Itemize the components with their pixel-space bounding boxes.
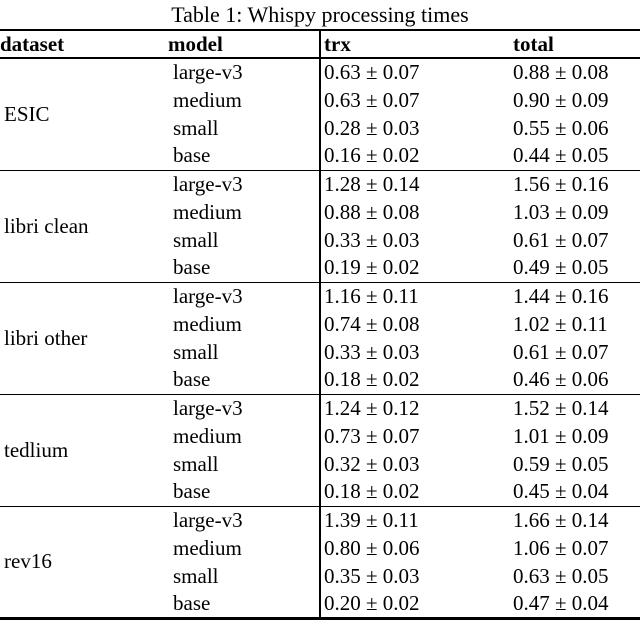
model-cell: medium bbox=[173, 311, 242, 336]
table-caption: Table 1: Whispy processing times bbox=[171, 2, 469, 27]
dataset-group-libri-clean: libri clean large-v3 1.28 ± 0.14 1.56 ± … bbox=[0, 170, 640, 282]
trx-cell: 0.20 ± 0.02 bbox=[319, 590, 510, 618]
table-row: small 0.28 ± 0.03 0.55 ± 0.06 bbox=[0, 114, 640, 142]
table-row: medium 0.74 ± 0.08 1.02 ± 0.11 bbox=[0, 310, 640, 338]
total-cell: 1.02 ± 0.11 bbox=[513, 311, 608, 336]
total-cell: 1.03 ± 0.09 bbox=[513, 199, 609, 224]
total-cell: 0.61 ± 0.07 bbox=[513, 339, 609, 364]
table-row: tedlium large-v3 1.24 ± 0.12 1.52 ± 0.14 bbox=[0, 394, 640, 462]
total-cell: 1.06 ± 0.07 bbox=[513, 535, 609, 560]
model-cell: large-v3 bbox=[173, 395, 243, 420]
header-row: dataset model trx total bbox=[0, 29, 640, 59]
dataset-group-rev16: rev16 large-v3 1.39 ± 0.11 1.66 ± 0.14 m… bbox=[0, 506, 640, 618]
model-cell: large-v3 bbox=[173, 507, 243, 532]
processing-times-table: dataset model trx total ESIC large-v3 0.… bbox=[0, 29, 640, 620]
total-cell: 1.01 ± 0.09 bbox=[513, 423, 609, 448]
trx-cell: 0.80 ± 0.06 bbox=[319, 534, 510, 562]
trx-cell: 0.63 ± 0.07 bbox=[319, 58, 510, 86]
total-cell: 0.45 ± 0.04 bbox=[513, 479, 609, 504]
trx-cell: 0.35 ± 0.03 bbox=[319, 562, 510, 590]
table-row: rev16 large-v3 1.39 ± 0.11 1.66 ± 0.14 bbox=[0, 506, 640, 573]
table-row: small 0.35 ± 0.03 0.63 ± 0.05 bbox=[0, 562, 640, 590]
trx-cell: 0.88 ± 0.08 bbox=[319, 198, 510, 226]
model-cell: small bbox=[173, 227, 219, 252]
table-row: base 0.20 ± 0.02 0.47 ± 0.04 bbox=[0, 590, 640, 618]
total-cell: 0.46 ± 0.06 bbox=[513, 367, 609, 392]
trx-cell: 0.16 ± 0.02 bbox=[319, 142, 510, 170]
trx-cell: 1.28 ± 0.14 bbox=[319, 170, 510, 198]
table-row: base 0.19 ± 0.02 0.49 ± 0.05 bbox=[0, 254, 640, 282]
total-cell: 1.66 ± 0.14 bbox=[513, 507, 609, 532]
table-row: libri other large-v3 1.16 ± 0.11 1.44 ± … bbox=[0, 282, 640, 350]
total-cell: 1.56 ± 0.16 bbox=[513, 171, 609, 196]
dataset-cell: tedlium bbox=[4, 437, 69, 462]
model-cell: medium bbox=[173, 199, 242, 224]
table-row: medium 0.88 ± 0.08 1.03 ± 0.09 bbox=[0, 198, 640, 226]
model-cell: medium bbox=[173, 87, 242, 112]
trx-cell: 0.63 ± 0.07 bbox=[319, 86, 510, 114]
dataset-cell: libri clean bbox=[4, 213, 89, 238]
model-cell: small bbox=[173, 451, 219, 476]
total-cell: 0.49 ± 0.05 bbox=[513, 255, 609, 280]
col-header-trx: trx bbox=[319, 29, 510, 59]
model-cell: base bbox=[173, 590, 211, 615]
dataset-cell: ESIC bbox=[4, 101, 50, 126]
trx-cell: 1.16 ± 0.11 bbox=[319, 282, 510, 310]
table-header: dataset model trx total bbox=[0, 29, 640, 59]
model-cell: small bbox=[173, 563, 219, 588]
dataset-cell: libri other bbox=[4, 325, 88, 350]
trx-cell: 0.33 ± 0.03 bbox=[319, 226, 510, 254]
total-cell: 0.47 ± 0.04 bbox=[513, 590, 609, 615]
total-cell: 0.63 ± 0.05 bbox=[513, 563, 609, 588]
col-header-total: total bbox=[510, 29, 640, 59]
total-cell: 0.88 ± 0.08 bbox=[513, 60, 609, 84]
dataset-group-esic: ESIC large-v3 0.63 ± 0.07 0.88 ± 0.08 me… bbox=[0, 58, 640, 170]
model-cell: large-v3 bbox=[173, 283, 243, 308]
col-header-dataset: dataset bbox=[0, 29, 168, 59]
dataset-group-libri-other: libri other large-v3 1.16 ± 0.11 1.44 ± … bbox=[0, 282, 640, 394]
model-cell: medium bbox=[173, 423, 242, 448]
model-cell: base bbox=[173, 479, 211, 504]
trx-cell: 0.19 ± 0.02 bbox=[319, 254, 510, 282]
table-row: medium 0.73 ± 0.07 1.01 ± 0.09 bbox=[0, 422, 640, 450]
trx-cell: 1.24 ± 0.12 bbox=[319, 394, 510, 422]
table-row: base 0.18 ± 0.02 0.45 ± 0.04 bbox=[0, 478, 640, 506]
trx-cell: 0.32 ± 0.03 bbox=[319, 450, 510, 478]
total-cell: 0.59 ± 0.05 bbox=[513, 451, 609, 476]
table-row: small 0.33 ± 0.03 0.61 ± 0.07 bbox=[0, 226, 640, 254]
trx-cell: 0.28 ± 0.03 bbox=[319, 114, 510, 142]
trx-cell: 0.74 ± 0.08 bbox=[319, 310, 510, 338]
model-cell: base bbox=[173, 367, 211, 392]
model-cell: large-v3 bbox=[173, 60, 243, 84]
total-cell: 0.61 ± 0.07 bbox=[513, 227, 609, 252]
total-cell: 0.90 ± 0.09 bbox=[513, 87, 609, 112]
model-cell: medium bbox=[173, 535, 242, 560]
model-cell: base bbox=[173, 143, 211, 168]
table-row: libri clean large-v3 1.28 ± 0.14 1.56 ± … bbox=[0, 170, 640, 238]
table-row: small 0.32 ± 0.03 0.59 ± 0.05 bbox=[0, 450, 640, 478]
total-cell: 1.44 ± 0.16 bbox=[513, 283, 609, 308]
model-cell: small bbox=[173, 339, 219, 364]
trx-cell: 0.33 ± 0.03 bbox=[319, 338, 510, 366]
dataset-cell: rev16 bbox=[4, 549, 52, 573]
table-row: ESIC large-v3 0.63 ± 0.07 0.88 ± 0.08 bbox=[0, 58, 640, 126]
table-row: medium 0.80 ± 0.06 1.06 ± 0.07 bbox=[0, 534, 640, 562]
total-cell: 0.55 ± 0.06 bbox=[513, 115, 609, 140]
trx-cell: 0.73 ± 0.07 bbox=[319, 422, 510, 450]
col-header-model: model bbox=[168, 29, 320, 59]
model-cell: base bbox=[173, 255, 211, 280]
trx-cell: 0.18 ± 0.02 bbox=[319, 478, 510, 506]
trx-cell: 1.39 ± 0.11 bbox=[319, 506, 510, 534]
table-row: base 0.16 ± 0.02 0.44 ± 0.05 bbox=[0, 142, 640, 170]
table-row: small 0.33 ± 0.03 0.61 ± 0.07 bbox=[0, 338, 640, 366]
table-row: medium 0.63 ± 0.07 0.90 ± 0.09 bbox=[0, 86, 640, 114]
dataset-group-tedlium: tedlium large-v3 1.24 ± 0.12 1.52 ± 0.14… bbox=[0, 394, 640, 506]
model-cell: small bbox=[173, 115, 219, 140]
total-cell: 0.44 ± 0.05 bbox=[513, 143, 609, 168]
table-row: base 0.18 ± 0.02 0.46 ± 0.06 bbox=[0, 366, 640, 394]
trx-cell: 0.18 ± 0.02 bbox=[319, 366, 510, 394]
model-cell: large-v3 bbox=[173, 171, 243, 196]
total-cell: 1.52 ± 0.14 bbox=[513, 395, 609, 420]
